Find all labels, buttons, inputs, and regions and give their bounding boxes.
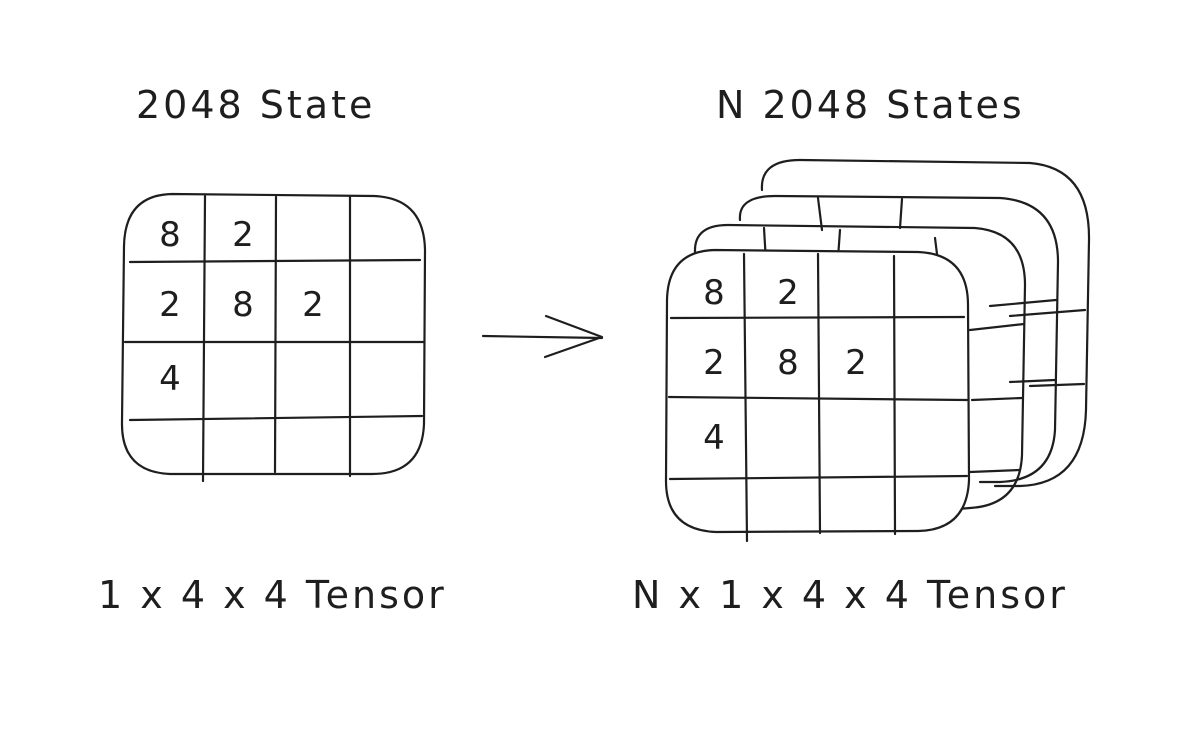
stack-layer-2-tick-1 <box>816 196 824 232</box>
stack-layer-3-tick-1 <box>1008 308 1087 318</box>
stack-layer-1-tick-5 <box>970 396 1024 402</box>
right-grid-line-h2 <box>667 395 969 402</box>
right-stack-layer-2 <box>738 194 1060 484</box>
left-grid-line-h3 <box>128 414 424 422</box>
stack-layer-2-tick-3 <box>988 298 1058 308</box>
right-cell-r0-c0: 8 <box>703 273 725 313</box>
left-cell-r0-c1: 2 <box>232 215 254 255</box>
left-board-outline <box>120 192 427 476</box>
right-title: N 2048 States <box>716 83 1025 127</box>
right-grid-line-v2 <box>816 252 822 535</box>
right-cell-r1-c0: 2 <box>703 343 725 383</box>
right-board-cells: 8 2 2 8 2 4 <box>703 273 867 458</box>
right-grid-line-v3 <box>892 254 897 536</box>
left-title: 2048 State <box>136 83 376 127</box>
stack-layer-1-tick-6 <box>968 468 1022 474</box>
arrow-icon <box>481 314 604 359</box>
left-grid-line-v1 <box>201 194 207 483</box>
left-board <box>120 192 427 483</box>
right-grid-line-h1 <box>669 315 966 320</box>
right-grid-line-h3 <box>668 474 969 481</box>
left-cell-r1-c0: 2 <box>159 285 181 325</box>
right-front-board <box>664 248 971 543</box>
left-cell-r0-c0: 8 <box>159 215 181 255</box>
left-board-cells: 8 2 2 8 2 4 <box>159 215 324 399</box>
left-cell-r1-c2: 2 <box>302 285 324 325</box>
left-cell-r1-c1: 8 <box>232 285 254 325</box>
stack-layer-2-tick-4 <box>1008 378 1057 384</box>
stack-layer-1-tick-4 <box>968 322 1026 332</box>
right-cell-r2-c0: 4 <box>703 418 725 458</box>
stack-layer-3-tick-2 <box>1028 382 1086 388</box>
right-cell-r0-c1: 2 <box>777 273 799 313</box>
stack-layer-2-tick-2 <box>898 197 904 230</box>
left-grid-line-v2 <box>273 195 278 474</box>
right-caption: N x 1 x 4 x 4 Tensor <box>632 573 1068 617</box>
left-caption: 1 x 4 x 4 Tensor <box>98 573 447 617</box>
left-grid-line-h1 <box>128 258 422 264</box>
right-cell-r1-c2: 2 <box>845 343 867 383</box>
right-stack-layer-3 <box>760 158 1091 488</box>
left-cell-r2-c0: 4 <box>159 359 181 399</box>
right-cell-r1-c1: 8 <box>777 343 799 383</box>
